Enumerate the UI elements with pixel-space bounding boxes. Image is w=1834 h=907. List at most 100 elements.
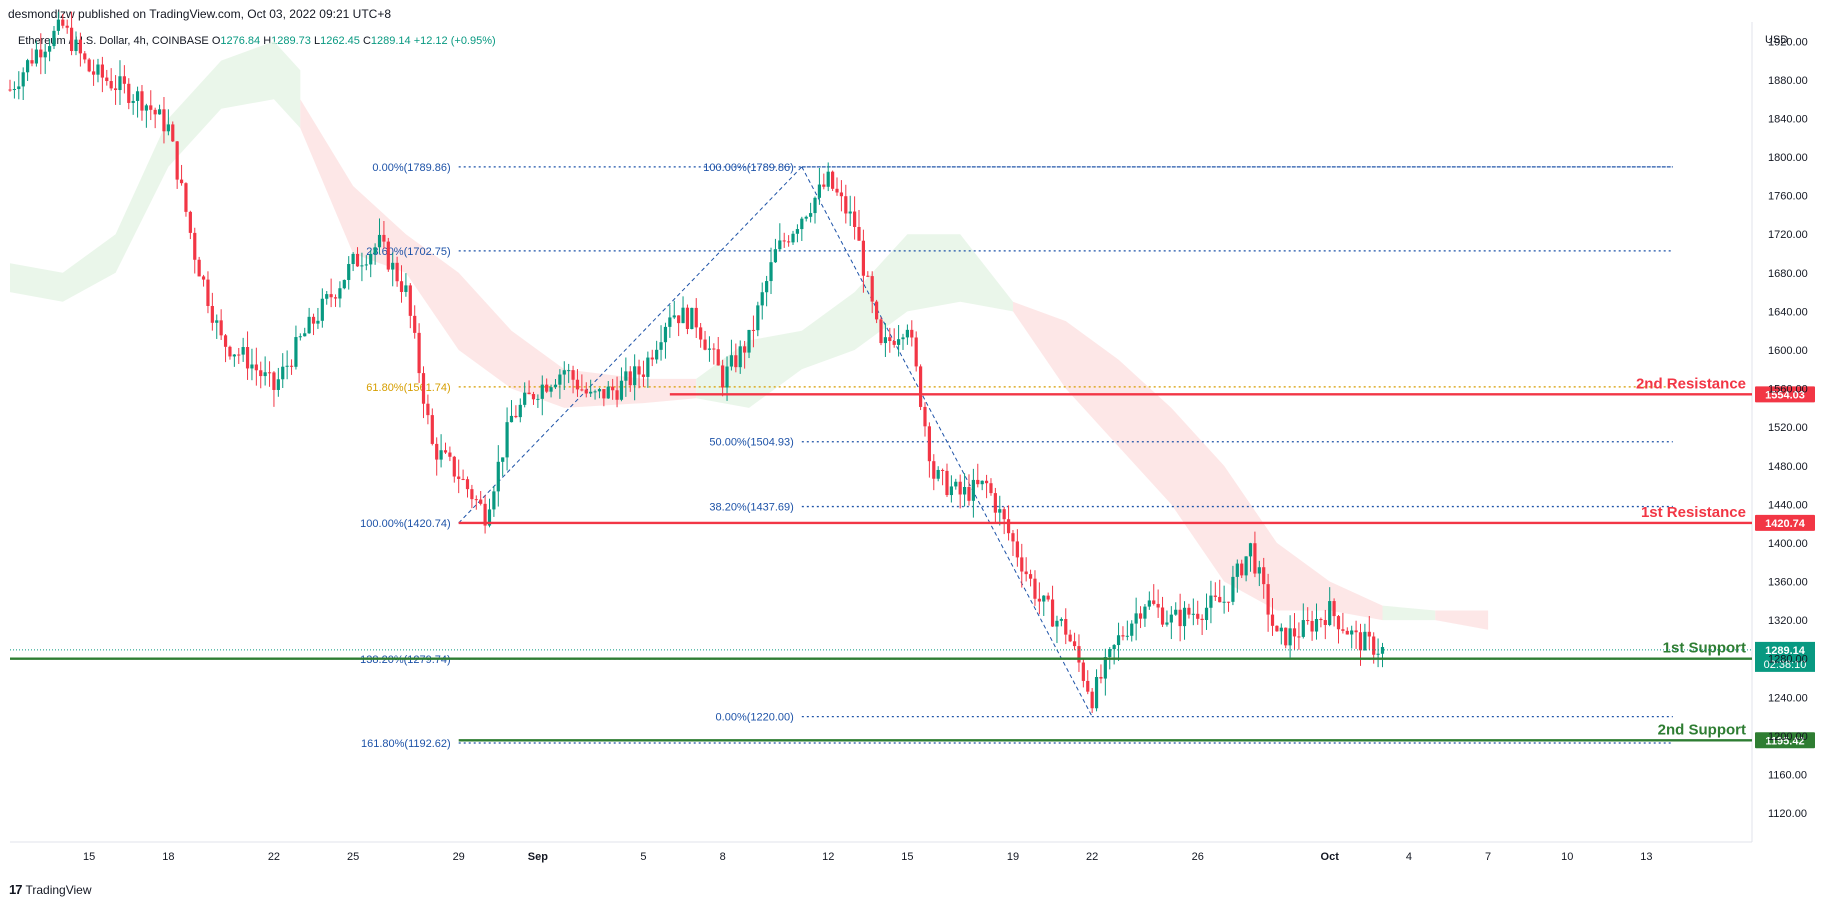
candle-body (866, 275, 870, 277)
candle-body (523, 392, 527, 405)
candle-body (118, 76, 122, 91)
y-tick-label: 1320.00 (1768, 615, 1808, 627)
candle-body (1143, 606, 1147, 619)
candle-body (1134, 613, 1138, 624)
candle-body (1174, 609, 1178, 615)
candle-body (1028, 574, 1033, 579)
candle-body (285, 365, 289, 367)
candle-body (699, 327, 703, 340)
candle-body (1367, 631, 1371, 637)
candle-body (39, 49, 43, 58)
ichimoku-cloud-bull (696, 234, 1013, 408)
candle-body (545, 384, 549, 392)
candle-body (201, 276, 206, 280)
candle-body (377, 234, 382, 248)
ichimoku-cloud-bear (1013, 301, 1383, 621)
candle-body (1033, 578, 1037, 599)
fib-level-label: 38.20%(1437.69) (709, 502, 793, 514)
candle-body (756, 305, 760, 331)
candle-body (329, 294, 333, 298)
candle-body (787, 241, 791, 243)
candle-body (1288, 628, 1292, 646)
candle-body (113, 88, 118, 91)
candle-body (822, 184, 826, 187)
candle-body (333, 297, 338, 299)
low-value: 1262.45 (320, 35, 360, 47)
candle-body (12, 89, 16, 91)
candle-body (1103, 657, 1107, 679)
candle-body (206, 279, 210, 306)
support-price-badge (1755, 732, 1815, 749)
candle-body (835, 188, 839, 193)
fib-level-label: 61.80%(1561.74) (366, 382, 450, 394)
bar-countdown-text: 02:38:10 (1764, 659, 1807, 671)
change-value: +12.12 (+0.95%) (413, 35, 496, 47)
support-price-badge-text: 1195.42 (1765, 735, 1804, 747)
x-tick-label: 7 (1485, 851, 1491, 863)
candle-body (1310, 620, 1314, 632)
candle-body (637, 366, 641, 375)
candle-body (553, 384, 558, 388)
candle-body (1363, 631, 1367, 651)
candle-body (685, 307, 690, 329)
last-price-badge (1755, 641, 1815, 672)
candle-body (122, 76, 126, 84)
candle-body (382, 234, 386, 242)
x-tick-label: 26 (1192, 851, 1204, 863)
candle-body (47, 46, 52, 52)
candle-body (1380, 647, 1385, 654)
candle-body (399, 281, 404, 292)
candle-body (984, 480, 989, 484)
candle-body (989, 483, 993, 494)
candle-body (883, 337, 887, 344)
candle-body (492, 491, 496, 510)
symbol-name[interactable]: Ethereum / U.S. Dollar, 4h, COINBASE (18, 35, 209, 47)
candle-body (936, 469, 940, 479)
candle-body (892, 341, 896, 345)
fib-trend-line (458, 166, 803, 524)
fib-level-label: 161.80%(1192.62) (361, 738, 451, 750)
candle-body (298, 336, 302, 338)
y-tick-label: 1120.00 (1768, 808, 1807, 820)
candle-body (351, 253, 355, 265)
candle-body (734, 355, 738, 368)
candle-body (971, 479, 975, 501)
candle-body (575, 379, 580, 390)
resistance-price-badge-text: 1420.74 (1765, 518, 1806, 530)
candle-body (184, 183, 188, 212)
support-label: 1st Support (1663, 640, 1746, 657)
tradingview-logo[interactable]: 17 TradingView (9, 882, 92, 897)
y-tick-label: 1720.00 (1768, 229, 1808, 241)
candle-body (1244, 556, 1248, 576)
candle-body (127, 83, 131, 103)
candle-body (1332, 601, 1336, 617)
candle-body (149, 105, 153, 110)
ichimoku-cloud-bull (1382, 605, 1436, 621)
candle-body (659, 342, 663, 350)
candle-body (580, 389, 584, 391)
candle-body (848, 211, 852, 214)
candle-body (1015, 541, 1019, 558)
ichimoku-cloud-bear (300, 99, 697, 408)
candle-body (690, 307, 694, 329)
candle-body (655, 349, 659, 360)
candle-body (809, 213, 813, 217)
y-tick-label: 1200.00 (1768, 731, 1808, 743)
candle-body (769, 262, 773, 282)
y-tick-label: 1920.00 (1768, 36, 1808, 48)
resistance-label: 1st Resistance (1641, 504, 1746, 521)
ichimoku-cloud-bear (1435, 610, 1489, 630)
candle-body (1297, 636, 1301, 638)
candle-body (962, 486, 967, 495)
candle-body (619, 380, 624, 400)
candle-body (918, 366, 923, 407)
candle-body (1081, 662, 1085, 681)
candle-body (861, 240, 866, 276)
candle-body (633, 366, 637, 386)
candle-body (413, 315, 417, 333)
candle-body (1138, 613, 1143, 619)
candle-body (505, 422, 509, 458)
candle-body (1099, 676, 1103, 679)
candle-body (712, 348, 716, 350)
